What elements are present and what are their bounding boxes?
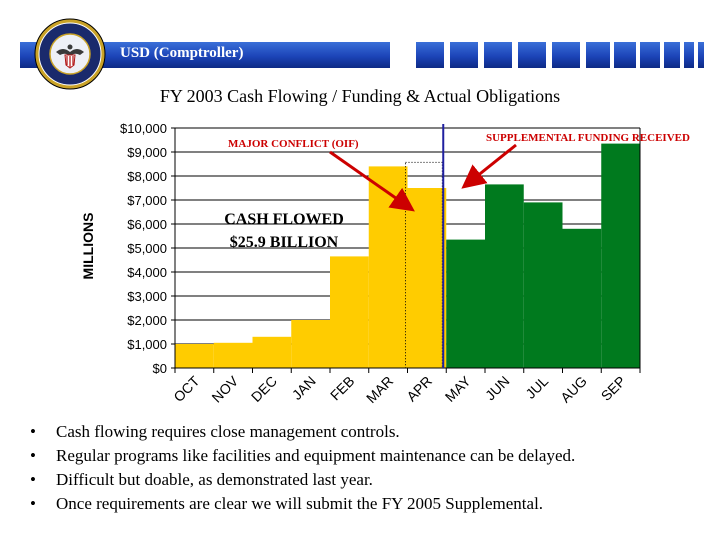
x-tick-label-oct: OCT (170, 372, 203, 405)
supplemental-annotation: SUPPLEMENTAL FUNDING RECEIVED (486, 132, 690, 144)
bullet-dot-icon: • (30, 470, 36, 489)
bar-mar (368, 166, 408, 368)
x-tick-label-jun: JUN (482, 373, 513, 404)
y-axis-label: MILLIONS (80, 213, 96, 280)
bar-sep (601, 143, 640, 368)
y-tick-label: $8,000 (127, 169, 167, 184)
header-band-segment (552, 42, 580, 68)
header-band (20, 42, 704, 68)
header-band-segment (484, 42, 512, 68)
x-tick-label-aug: AUG (557, 373, 590, 406)
bullet-text: Regular programs like facilities and equ… (56, 446, 576, 465)
x-tick-label-mar: MAR (363, 373, 396, 406)
bullet-list: • Cash flowing requires close management … (30, 420, 575, 516)
chart-title: FY 2003 Cash Flowing / Funding & Actual … (159, 86, 561, 106)
bullet-item: • Cash flowing requires close management … (30, 420, 575, 444)
header-band-segment (698, 42, 704, 68)
x-tick-label-feb: FEB (327, 373, 358, 404)
y-tick-label: $9,000 (127, 145, 167, 160)
header-band-segment (450, 42, 478, 68)
y-tick-label: $3,000 (127, 289, 167, 304)
bullet-dot-icon: • (30, 494, 36, 513)
bullet-dot-icon: • (30, 422, 36, 441)
y-tick-label: $4,000 (127, 265, 167, 280)
bar-oct (175, 344, 214, 368)
header-band-segment (614, 42, 636, 68)
header-band-segment (664, 42, 680, 68)
x-tick-label-nov: NOV (208, 372, 241, 405)
x-tick-labels: OCT NOV DEC JAN FEB MAR APR MAY JUN JUL AUG SEP (170, 372, 628, 406)
x-tick-label-jul: JUL (522, 373, 551, 402)
bar-jan (291, 320, 330, 368)
header-band-segment (640, 42, 660, 68)
x-tick-label-may: MAY (442, 372, 474, 404)
y-tick-labels: $10,000 $9,000 $8,000 $7,000 $6,000 $5,000 $4,… (120, 121, 167, 376)
chart: $10,000 $9,000 $8,000 $7,000 $6,000 $5,000 $4,… (80, 121, 690, 406)
cash-flowed-annotation-line2: $25.9 BILLION (230, 234, 339, 251)
axes (171, 124, 641, 373)
bullet-item: • Regular programs like facilities and eq… (30, 444, 575, 468)
x-tick-label-jan: JAN (289, 373, 319, 403)
organization-label: USD (Comptroller) (120, 45, 244, 61)
major-conflict-arrow (329, 150, 415, 212)
bar-feb (330, 256, 369, 368)
header-band-segment (416, 42, 444, 68)
bullet-dot-icon: • (30, 446, 36, 465)
header-band-segment (684, 42, 694, 68)
y-tick-label: $6,000 (127, 217, 167, 232)
supplemental-arrow (461, 143, 517, 189)
y-tick-label: $0 (153, 361, 167, 376)
x-tick-label-apr: APR (403, 373, 435, 405)
bar-jun (485, 184, 524, 368)
y-tick-label: $1,000 (127, 337, 167, 352)
y-tick-label: $10,000 (120, 121, 167, 136)
bullet-text: Once requirements are clear we will subm… (56, 494, 544, 513)
cash-flowed-annotation-line1: CASH FLOWED (224, 211, 344, 228)
bar-nov (213, 342, 253, 368)
dod-seal-icon (34, 18, 106, 90)
y-tick-label: $7,000 (127, 193, 167, 208)
x-tick-label-dec: DEC (248, 373, 280, 405)
bar-may (446, 239, 485, 368)
major-conflict-annotation: MAJOR CONFLICT (OIF) (228, 138, 359, 150)
y-tick-label: $5,000 (127, 241, 167, 256)
bar-aug (562, 228, 602, 368)
bar-apr (407, 188, 447, 368)
bullet-item: • Once requirements are clear we will sub… (30, 492, 575, 516)
header-band-segment (518, 42, 546, 68)
bar-dec (252, 336, 292, 368)
y-tick-label: $2,000 (127, 313, 167, 328)
bars (175, 143, 640, 369)
bullet-item: • Difficult but doable, as demonstrated l… (30, 468, 575, 492)
bar-jul (523, 202, 563, 368)
apr-highlight-box (405, 161, 443, 369)
x-tick-label-sep: SEP (598, 373, 629, 404)
header-band-segment (586, 42, 610, 68)
annotations: MAJOR CONFLICT (OIF) SUPPLEMENTAL FUNDIN… (224, 132, 690, 251)
bullet-text: Cash flowing requires close management c… (56, 422, 400, 441)
bullet-text: Difficult but doable, as demonstrated la… (56, 470, 373, 489)
